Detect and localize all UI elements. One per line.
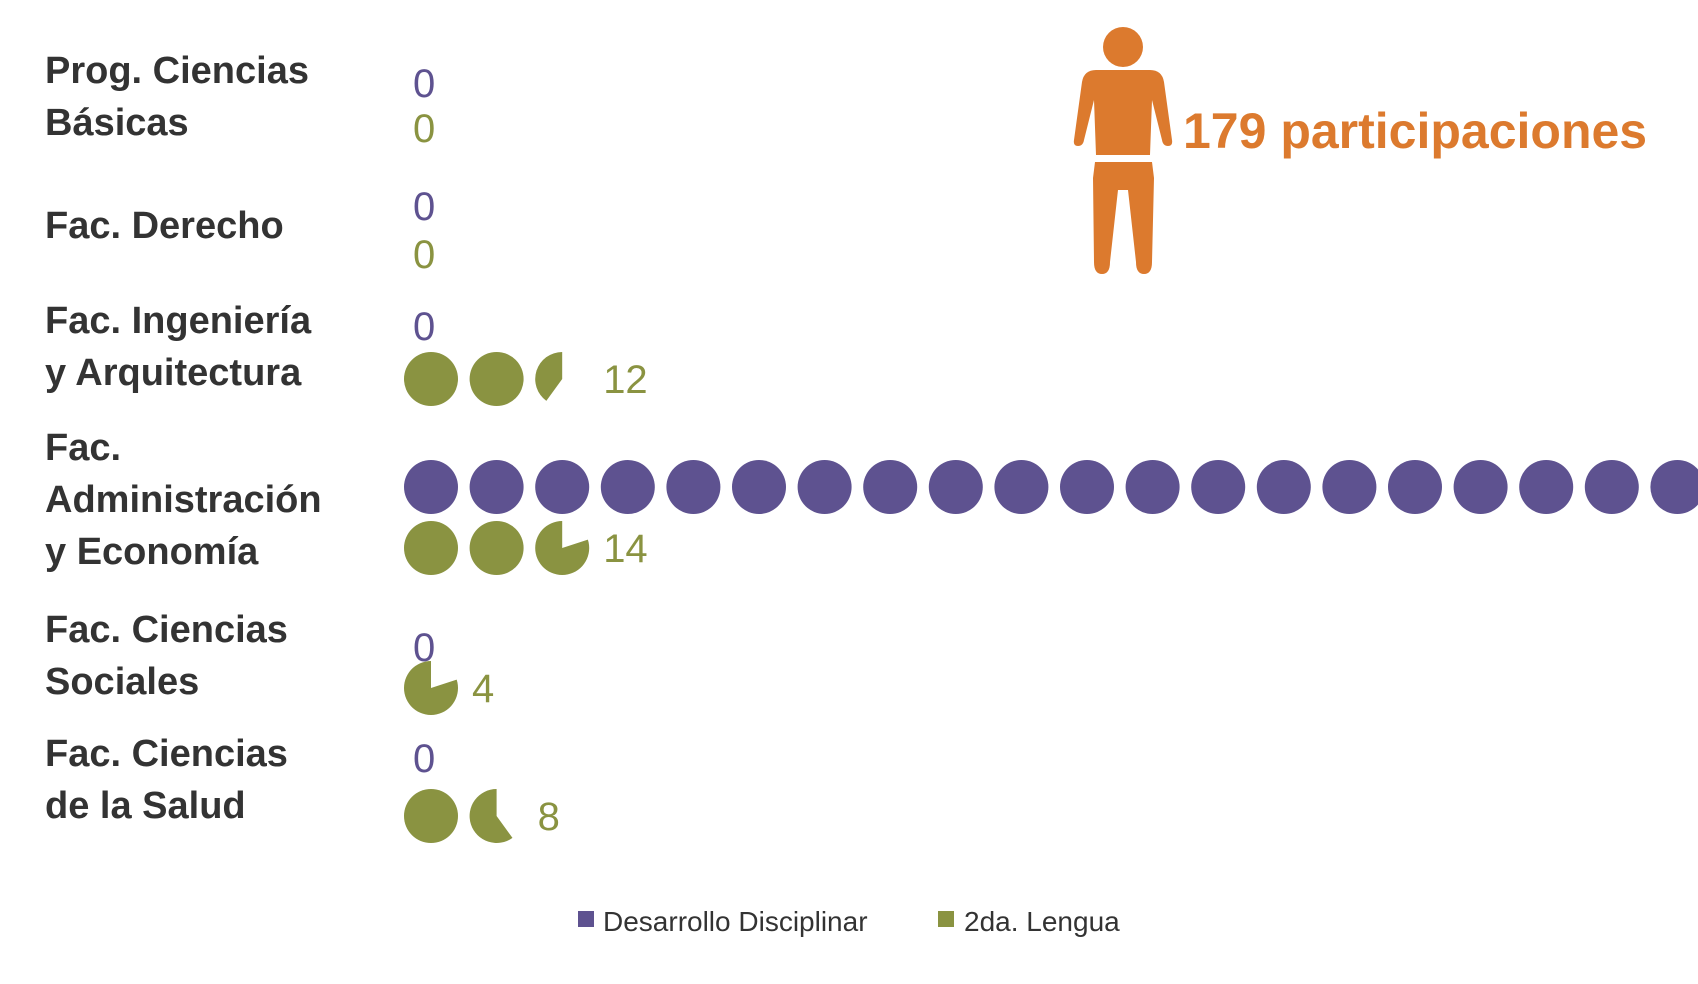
unit-circle (535, 460, 590, 514)
unit-circle (797, 460, 852, 514)
person-legs (1093, 162, 1154, 274)
legend: Desarrollo Disciplinar 2da. Lengua (578, 906, 1120, 937)
category-labels: Prog. Ciencias Básicas Fac. Derecho Fac. In… (45, 50, 322, 827)
desarrollo-series-row: 0 (413, 62, 435, 106)
unit-circle (404, 789, 458, 843)
unit-circle (1519, 460, 1574, 514)
category-label: y Arquitectura (45, 352, 302, 394)
total-participations-label: 179 participaciones (1183, 103, 1647, 159)
unit-circle (1322, 460, 1377, 514)
unit-circle (1125, 460, 1180, 514)
value-label: 12 (603, 358, 648, 402)
category-label: Fac. Derecho (45, 205, 284, 247)
partial-unit-circle (469, 789, 513, 843)
unit-circle (994, 460, 1049, 514)
unit-circle (1191, 460, 1246, 514)
unit-circle (404, 521, 458, 575)
category-label: Fac. Ingeniería (45, 300, 312, 342)
legend-marker (578, 911, 594, 927)
lengua-series-row: 8 (404, 789, 560, 843)
person-torso (1073, 70, 1173, 155)
lengua-series-row: 0 (413, 107, 435, 151)
unit-circle (732, 460, 786, 514)
category-label: y Economía (45, 531, 259, 573)
legend-marker (938, 911, 954, 927)
person-head (1103, 27, 1143, 67)
category-label: Fac. Ciencias (45, 609, 288, 651)
value-label: 0 (413, 626, 435, 670)
chart-marks: 0000012137140408 (403, 62, 1698, 843)
unit-circle (666, 460, 721, 514)
lengua-series-row: 0 (413, 233, 435, 277)
desarrollo-series-row: 0 (413, 305, 435, 349)
value-label: 0 (413, 737, 435, 781)
category-label: Sociales (45, 661, 199, 703)
unit-circle (469, 352, 524, 406)
value-label: 0 (413, 233, 435, 277)
value-label: 0 (413, 62, 435, 106)
unit-circle (928, 460, 983, 514)
category-label: Fac. Ciencias (45, 733, 288, 775)
category-label: Fac. (45, 427, 121, 469)
value-label: 0 (413, 185, 435, 229)
partial-unit-circle (535, 352, 563, 401)
unit-circle (1453, 460, 1508, 514)
lengua-series-row: 14 (404, 521, 648, 576)
value-label: 4 (472, 667, 494, 711)
legend-label: Desarrollo Disciplinar (603, 906, 868, 937)
category-label: de la Salud (45, 785, 246, 827)
unit-circle (1584, 460, 1639, 514)
unit-circle (1256, 460, 1311, 514)
unit-circle (404, 460, 458, 514)
desarrollo-series-row: 0 (413, 626, 435, 670)
unit-circle (863, 460, 918, 514)
value-label: 8 (538, 795, 560, 839)
legend-label: 2da. Lengua (964, 906, 1120, 937)
unit-circle (1060, 460, 1114, 514)
unit-circle (1650, 460, 1698, 514)
desarrollo-series-row: 0 (413, 737, 435, 781)
category-label: Prog. Ciencias (45, 50, 309, 92)
unit-circle (404, 352, 458, 406)
unit-circle (600, 460, 655, 514)
value-label: 14 (603, 527, 648, 571)
lengua-series-row: 4 (403, 661, 494, 715)
category-label: Administración (45, 479, 322, 521)
desarrollo-series-row: 137 (404, 460, 1698, 514)
lengua-series-row: 12 (404, 352, 648, 406)
unit-circle (1388, 460, 1442, 514)
value-label: 0 (413, 305, 435, 349)
unit-circle (469, 460, 524, 514)
desarrollo-series-row: 0 (413, 185, 435, 229)
partial-unit-circle (535, 521, 590, 576)
unit-circle (469, 521, 524, 575)
partial-unit-circle (403, 661, 459, 715)
value-label: 0 (413, 107, 435, 151)
person-icon (1073, 27, 1173, 274)
category-label: Básicas (45, 102, 189, 144)
